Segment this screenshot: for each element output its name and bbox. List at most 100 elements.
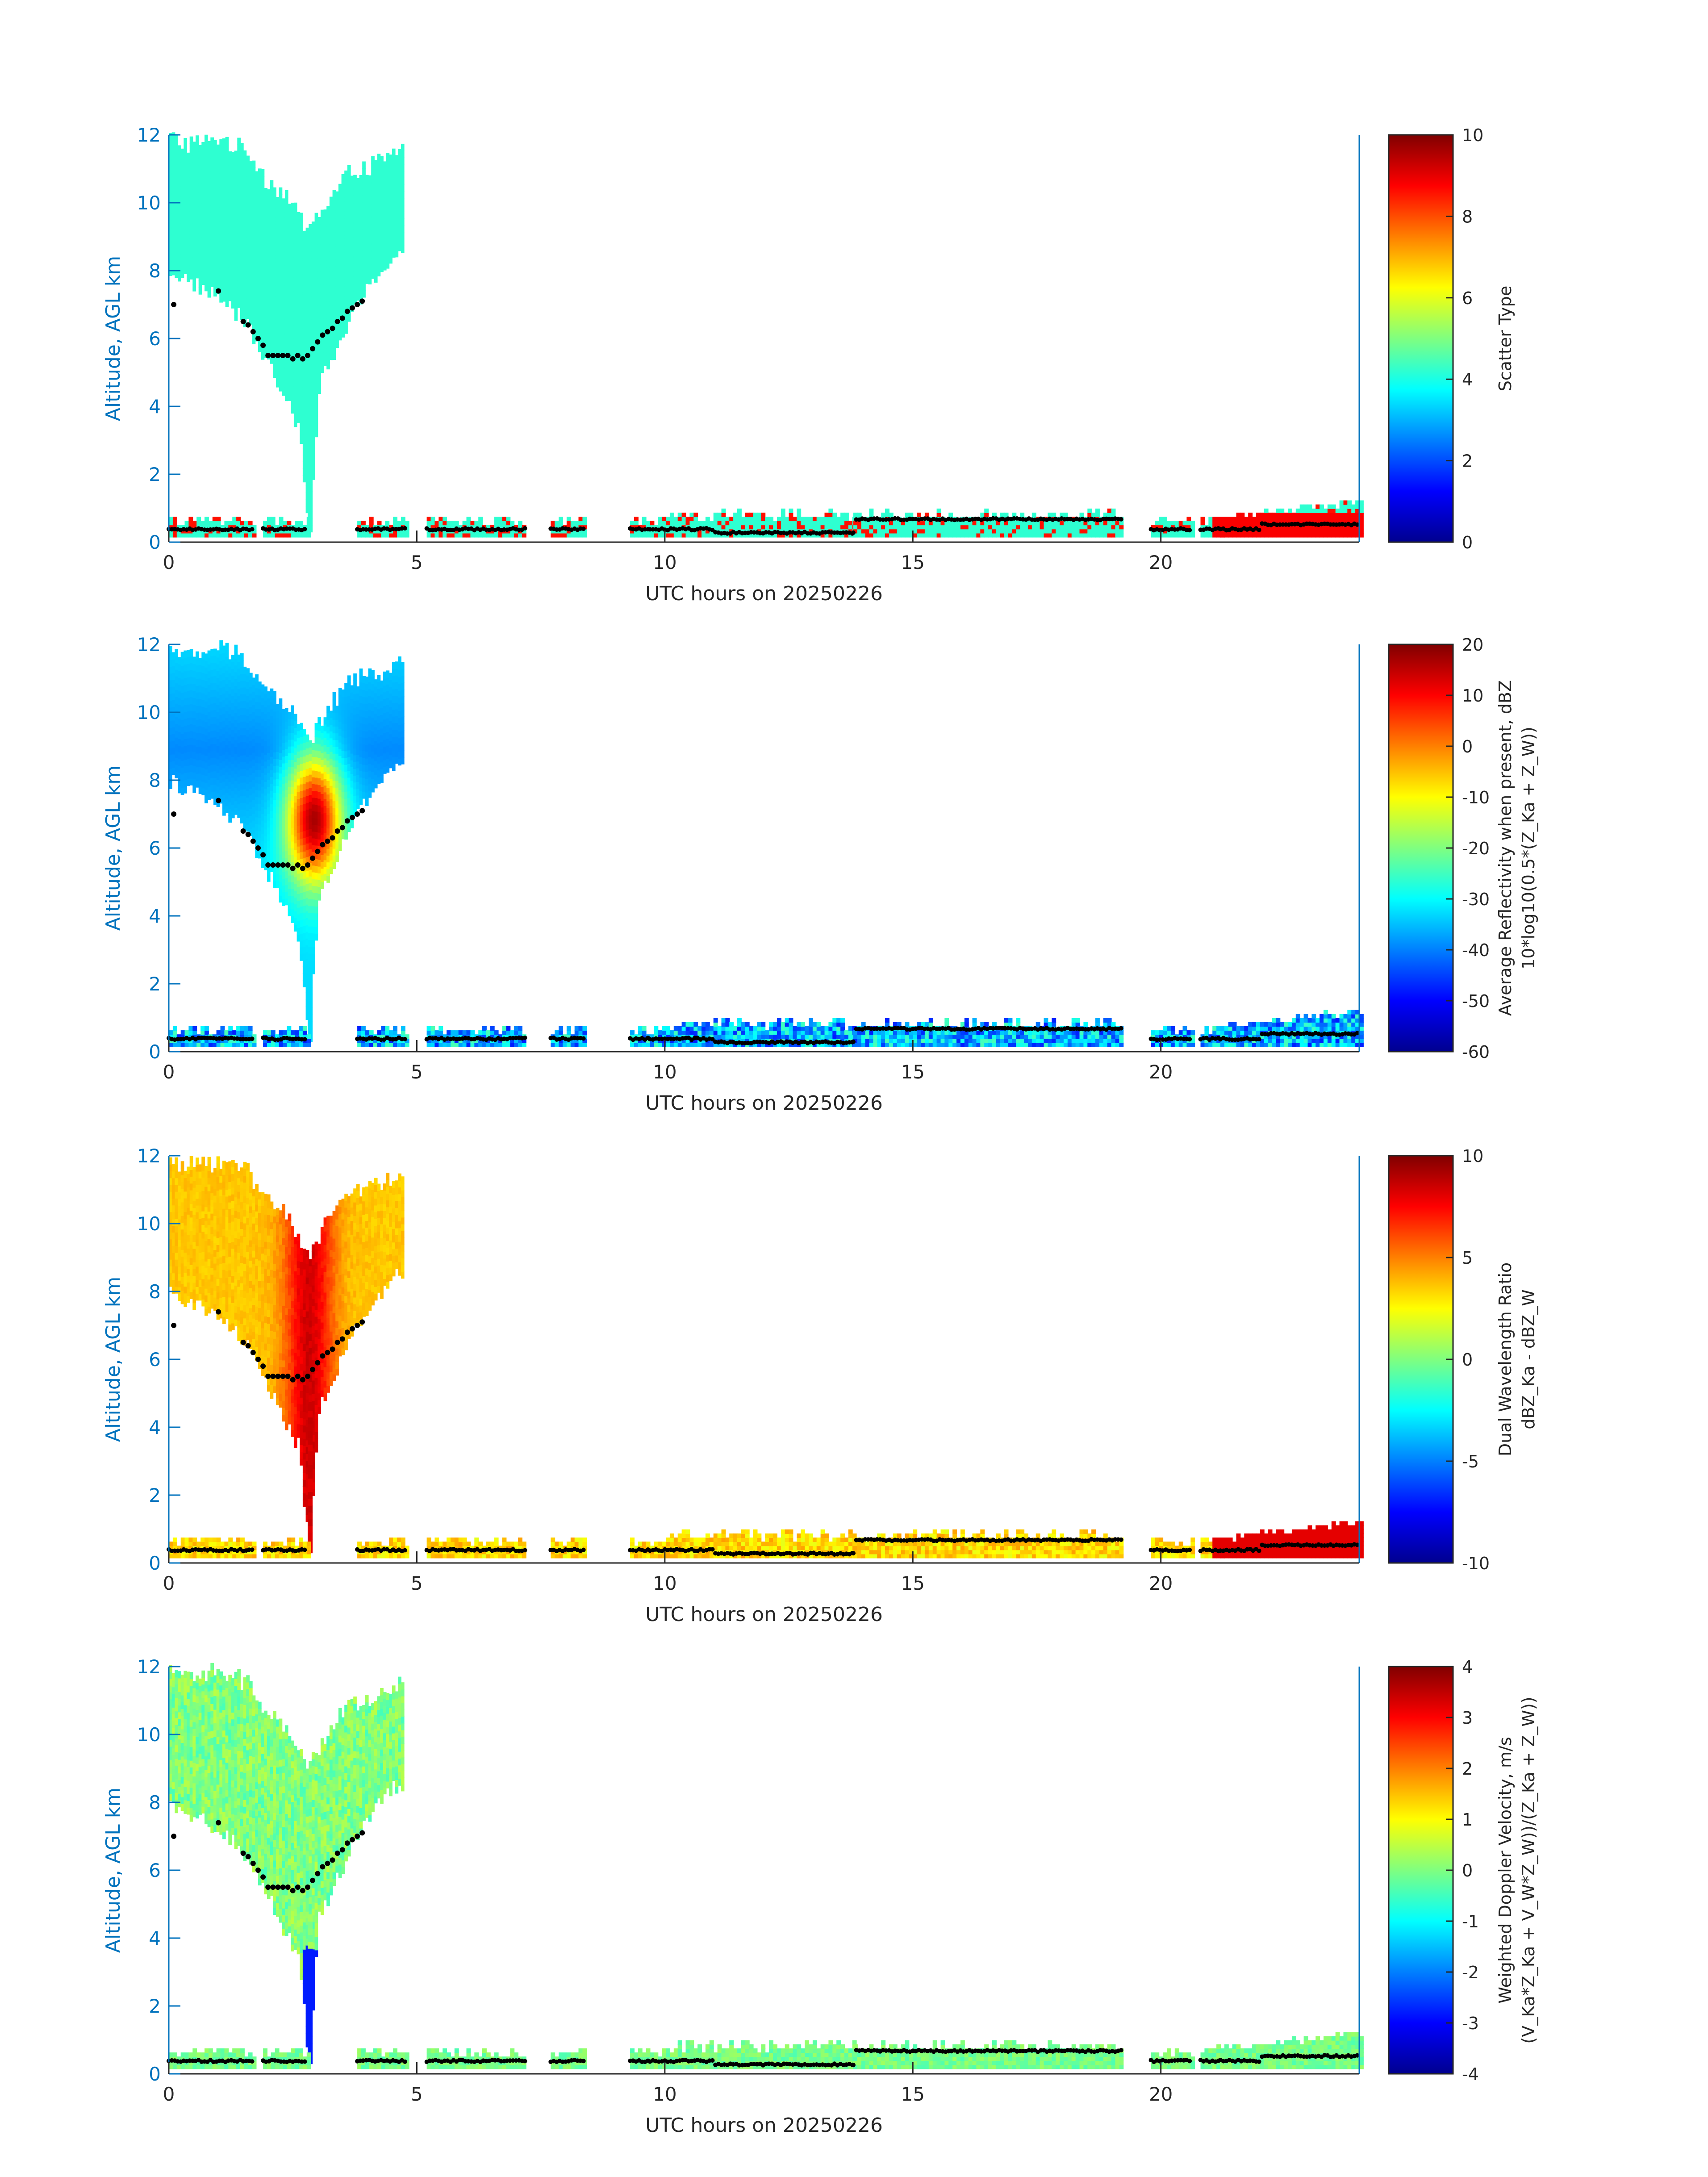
echo-cell — [225, 232, 229, 239]
echo-cell — [228, 666, 232, 673]
echo-cell — [246, 756, 250, 764]
echo-cell — [789, 525, 793, 530]
echo-cell — [276, 867, 280, 874]
echo-cell — [296, 327, 301, 335]
echo-cell — [258, 188, 262, 196]
echo-cell — [237, 253, 241, 260]
echo-cell — [222, 294, 226, 302]
echo-cell — [362, 290, 366, 298]
echo-cell — [816, 517, 821, 522]
echo-cell — [216, 650, 220, 658]
echo-cell — [1295, 508, 1300, 513]
echo-cell — [234, 719, 238, 727]
echo-cell — [789, 517, 793, 522]
echo-cell — [288, 882, 292, 889]
echo-cell — [216, 677, 220, 685]
echo-cell — [187, 261, 190, 269]
echo-cell — [311, 858, 315, 866]
echo-cell — [252, 766, 256, 773]
echo-cell — [270, 709, 274, 716]
echo-cell — [1291, 512, 1296, 517]
echo-cell — [293, 720, 297, 728]
echo-cell — [279, 752, 283, 760]
echo-cell — [317, 764, 321, 772]
echo-cell — [222, 179, 226, 187]
echo-cell — [368, 270, 372, 278]
echo-cell — [1056, 521, 1061, 526]
echo-cell — [309, 251, 312, 259]
echo-cell — [980, 529, 985, 534]
echo-cell — [332, 244, 336, 251]
echo-cell — [361, 533, 366, 538]
echo-cell — [1252, 521, 1257, 526]
echo-cell — [270, 343, 274, 351]
echo-cell — [1343, 525, 1348, 530]
echo-cell — [300, 260, 303, 267]
echo-cell — [1107, 508, 1112, 513]
echo-cell — [1327, 512, 1332, 517]
echo-cell — [231, 172, 235, 180]
echo-cell — [368, 182, 372, 189]
echo-cell — [293, 413, 297, 421]
echo-cell — [252, 160, 256, 168]
echo-cell — [225, 177, 229, 185]
echo-cell — [276, 265, 280, 272]
echo-cell — [228, 239, 232, 247]
echo-cell — [308, 491, 313, 499]
echo-cell — [311, 350, 315, 358]
echo-cell — [237, 709, 241, 716]
echo-cell — [373, 533, 378, 538]
echo-cell — [353, 297, 357, 305]
echo-cell — [201, 175, 205, 184]
echo-cell — [1276, 529, 1281, 534]
echo-cell — [201, 652, 205, 660]
echo-cell — [317, 271, 321, 279]
echo-cell — [566, 533, 571, 538]
echo-cell — [180, 250, 184, 258]
echo-cell — [797, 508, 802, 513]
echo-cell — [198, 260, 202, 267]
echo-cell — [273, 282, 276, 290]
echo-cell — [296, 409, 301, 416]
echo-cell — [311, 824, 315, 832]
echo-cell — [273, 330, 276, 337]
echo-cell — [222, 206, 226, 213]
echo-cell — [175, 737, 178, 744]
echo-cell — [178, 731, 181, 739]
echo-cell — [302, 756, 306, 764]
echo-cell — [196, 773, 199, 781]
echo-cell — [578, 521, 583, 526]
echo-cell — [210, 205, 214, 213]
echo-cell — [243, 673, 247, 681]
echo-cell — [276, 772, 280, 779]
echo-cell — [300, 933, 303, 941]
echo-cell — [293, 236, 297, 244]
echo-cell — [305, 775, 309, 783]
echo-cell — [198, 185, 202, 193]
echo-cell — [255, 728, 259, 736]
echo-cell — [861, 521, 866, 526]
echo-cell — [222, 159, 226, 166]
echo-cell — [216, 793, 220, 800]
echo-cell — [270, 227, 274, 235]
echo-cell — [305, 816, 309, 823]
echo-cell — [249, 713, 253, 721]
echo-cell — [219, 694, 223, 702]
echo-cell — [270, 261, 274, 269]
echo-cell — [398, 230, 401, 238]
echo-cell — [311, 289, 315, 297]
echo-cell — [225, 778, 229, 786]
echo-cell — [291, 216, 294, 224]
echo-cell — [1355, 500, 1360, 505]
echo-cell — [745, 533, 750, 538]
echo-cell — [264, 208, 267, 216]
echo-cell — [320, 318, 324, 326]
echo-cell — [258, 168, 262, 176]
echo-cell — [836, 525, 841, 530]
echo-cell — [737, 517, 742, 522]
echo-cell — [216, 212, 220, 220]
echo-cell — [338, 211, 342, 218]
echo-cell — [187, 765, 190, 773]
echo-cell — [392, 162, 396, 170]
